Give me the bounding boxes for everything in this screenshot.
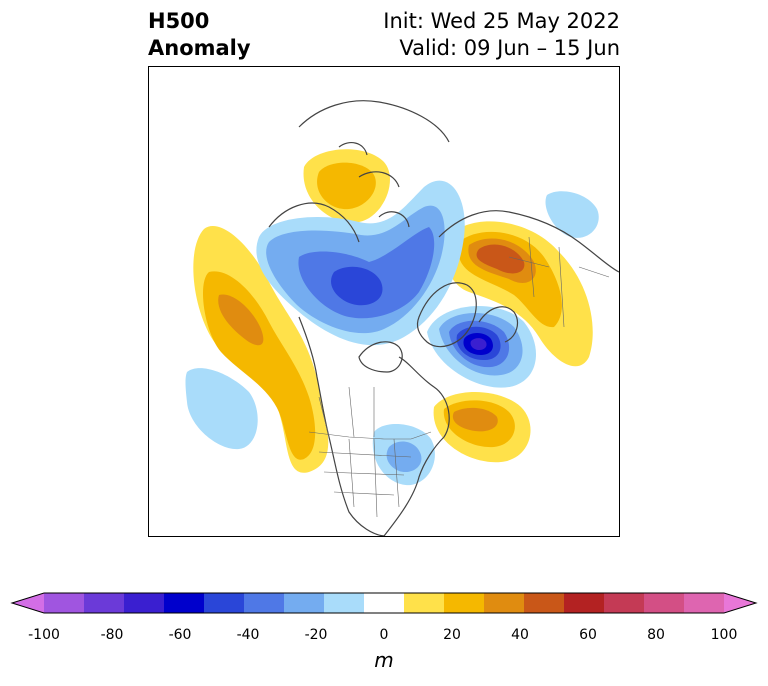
colorbar-segment	[244, 593, 285, 613]
coastline-north-america-east	[383, 356, 450, 536]
coastline-arctic-islands	[338, 141, 410, 228]
colorbar-extend-min	[12, 593, 44, 613]
colorbar-segment	[84, 593, 125, 613]
colorbar-segment	[284, 593, 325, 613]
colorbar-tick-label: 100	[710, 627, 738, 643]
map-svg	[185, 100, 619, 536]
colorbar-tick-label: 60	[579, 627, 597, 643]
colorbar-segment	[164, 593, 205, 613]
anomaly-c-pacific-20	[185, 368, 258, 450]
colorbar-segment	[364, 593, 405, 613]
coastline-eurasia-north	[438, 210, 619, 273]
state-borders	[308, 236, 610, 518]
colorbar-tick-label: -100	[28, 627, 60, 643]
colorbar-segment	[404, 593, 445, 613]
anomaly-w-atlantic-40	[452, 407, 498, 432]
colorbar-segment	[484, 593, 525, 613]
colorbar-tick-label: 40	[511, 627, 529, 643]
border-canada-provinces	[318, 386, 375, 438]
colorbar-segment	[124, 593, 165, 613]
colorbar-tick-labels: -100 -80 -60 -40 -20 0 20 40 60 80 100	[0, 627, 768, 647]
colorbar-tick-label: 80	[647, 627, 665, 643]
anomaly-ne-pacific-40	[218, 294, 264, 346]
negative-anomalies	[185, 180, 599, 486]
border-us-canada	[308, 431, 432, 440]
anomaly-eurasia-50	[476, 244, 525, 274]
colorbar-segment	[644, 593, 685, 613]
anomaly-canada-low-50	[331, 266, 383, 306]
border-russia-regions	[508, 236, 610, 328]
coastlines	[268, 100, 619, 536]
anomaly-e-siberia-20	[545, 191, 599, 238]
coastline-scandinavia	[478, 306, 518, 343]
coastline-north-america-west	[298, 316, 385, 536]
coastline-hudson-bay	[358, 341, 403, 373]
title-variable: H500	[148, 9, 210, 33]
colorbar-tick-label: 20	[443, 627, 461, 643]
colorbar-segment	[604, 593, 645, 613]
anomaly-arctic-canada-30	[317, 162, 376, 210]
map-panel	[148, 66, 620, 537]
border-us-states	[318, 438, 412, 518]
colorbar-tick-label: -40	[236, 627, 260, 643]
colorbar-tick-label: 0	[379, 627, 389, 643]
plot-title-left: H500 Anomaly	[148, 8, 251, 62]
colorbar-outline	[10, 592, 758, 614]
title-field: Anomaly	[148, 36, 251, 60]
coastline-siberia-east	[298, 100, 450, 143]
colorbar-tick-label: -20	[304, 627, 328, 643]
plot-title-right: Init: Wed 25 May 2022 Valid: 09 Jun – 15…	[383, 8, 620, 62]
colorbar-tick-label: -80	[100, 627, 124, 643]
colorbar-segments	[12, 593, 756, 613]
colorbar-segment	[324, 593, 365, 613]
coastline-alaska	[268, 202, 360, 243]
colorbar-segment	[44, 593, 85, 613]
coastline-greenland	[416, 282, 477, 348]
title-init-date: Init: Wed 25 May 2022	[383, 9, 620, 33]
colorbar	[10, 592, 758, 614]
colorbar-segment	[204, 593, 245, 613]
colorbar-segment	[444, 593, 485, 613]
title-valid-range: Valid: 09 Jun – 15 Jun	[399, 36, 620, 60]
anomaly-atlantic-low-70	[470, 338, 487, 350]
colorbar-segment	[684, 593, 725, 613]
colorbar-segment	[564, 593, 605, 613]
colorbar-segment	[524, 593, 565, 613]
colorbar-tick-label: -60	[168, 627, 192, 643]
colorbar-extend-max	[724, 593, 756, 613]
positive-anomalies	[193, 149, 593, 473]
colorbar-unit-label: m	[374, 648, 394, 672]
